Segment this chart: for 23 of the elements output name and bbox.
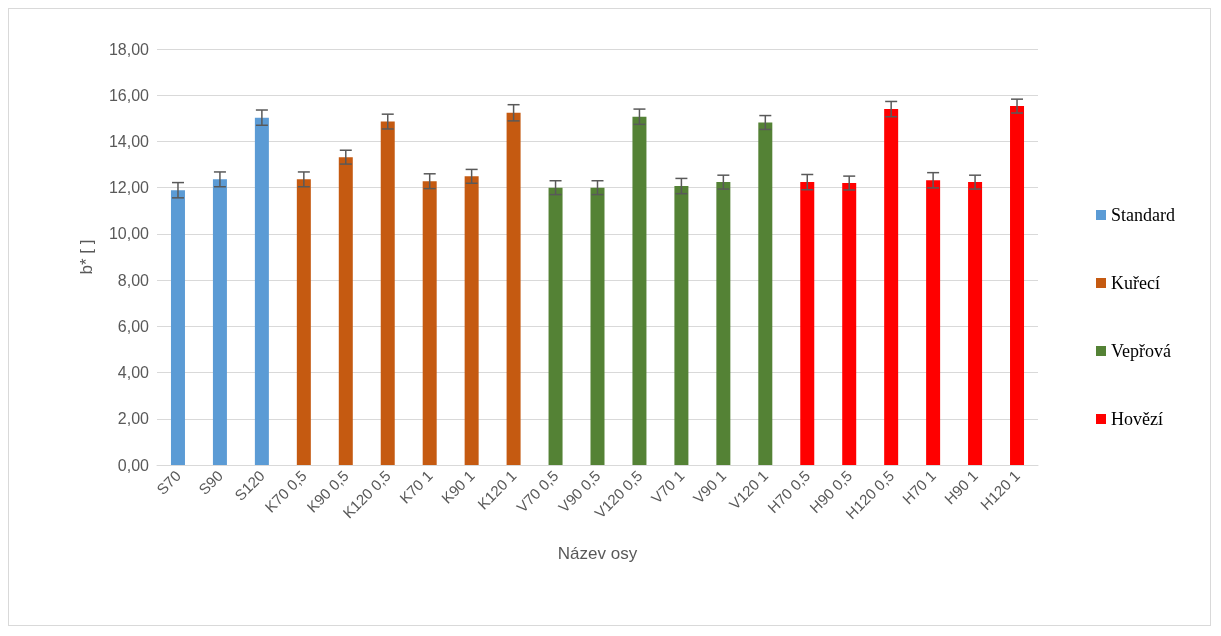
- y-tick-label: 4,00: [117, 364, 150, 382]
- y-tick-label: 14,00: [108, 132, 150, 150]
- legend-label: Vepřová: [1111, 341, 1171, 361]
- x-tick-label: H70 1: [898, 466, 940, 508]
- y-tick-label: 16,00: [108, 86, 150, 104]
- x-tick-label: K70 1: [395, 466, 436, 507]
- x-tick-label: S90: [195, 466, 226, 498]
- x-tick-label: K90 1: [437, 466, 478, 507]
- y-tick-label: 12,00: [108, 179, 150, 197]
- y-tick-label: 0,00: [117, 456, 150, 474]
- y-tick-label: 2,00: [117, 410, 150, 428]
- x-tick-label: V90 1: [689, 466, 730, 507]
- y-tick-label: 18,00: [108, 40, 150, 58]
- legend-label: Hovězí: [1111, 409, 1163, 429]
- y-tick-label: 8,00: [117, 271, 150, 289]
- y-tick-label: 10,00: [108, 225, 150, 243]
- legend-label: Standard: [1111, 205, 1175, 225]
- y-tick-label: 6,00: [117, 317, 150, 335]
- x-tick-label: S70: [153, 466, 184, 498]
- x-tick-label: V70 1: [647, 466, 688, 507]
- x-axis-title: Název osy: [557, 544, 638, 563]
- y-axis-title: b* [ ]: [77, 239, 96, 275]
- legend-label: Kuřecí: [1111, 273, 1160, 293]
